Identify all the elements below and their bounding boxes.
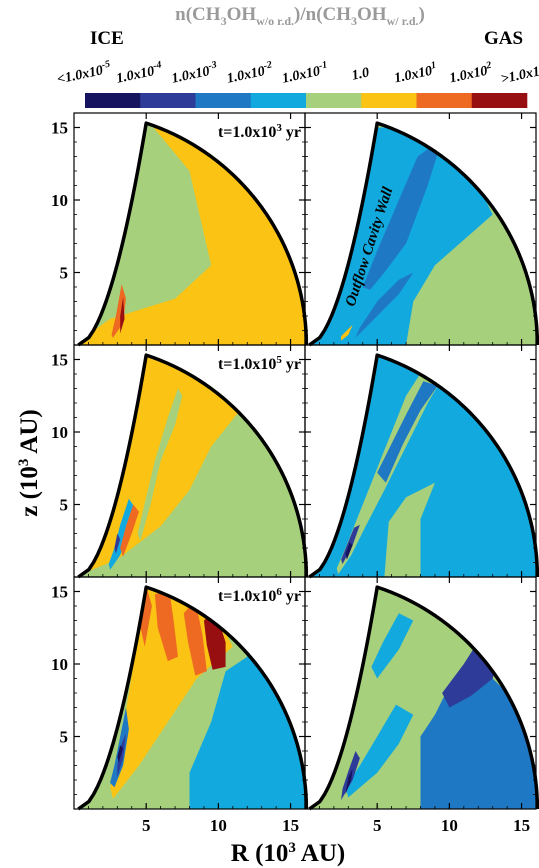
time-label: t=1.0x106 yr [218, 586, 301, 605]
heatmap-region [110, 707, 129, 788]
heatmap-regions [78, 587, 305, 809]
panel-1-0: 5 10 15 t=1.0x105 yr [51, 344, 309, 579]
heatmap-region [108, 498, 135, 570]
x-tick-label: 5 [142, 816, 151, 835]
colorbar-tick-labels: <1.0x10-5 1.0x10-4 1.0x10-3 1.0x10-2 1.0x10-… [55, 59, 539, 88]
colorbar-segment [471, 93, 528, 108]
heatmap-region [345, 768, 353, 795]
cavity-boundary [308, 121, 539, 347]
heatmap-region [371, 613, 414, 679]
heatmap-region [117, 745, 124, 763]
cavity-boundary [308, 353, 539, 579]
colorbar-tick-label: 1.0x101 [392, 60, 438, 87]
heatmap-regions [78, 355, 305, 577]
heatmap-region [137, 388, 183, 541]
colorbar-segment [361, 93, 417, 108]
cavity-boundary [77, 121, 309, 347]
panel-0-0: 5 10 15 t=1.0x103 yr [51, 112, 309, 347]
x-tick-label: 10 [210, 816, 227, 835]
y-tick-label: 10 [51, 423, 68, 442]
heatmap-region [138, 587, 152, 647]
heatmap-regions [309, 587, 536, 809]
colorbar-segment [306, 93, 362, 108]
colorbar-tick-label: 1.0x102 [448, 60, 494, 87]
time-label: t=1.0x105 yr [218, 354, 301, 373]
heatmap-region [117, 733, 126, 778]
colorbar-segment [195, 93, 252, 108]
heatmap-region [114, 533, 121, 554]
colorbar-tick-label: 1.0x10-4 [114, 59, 164, 86]
colorbar-tick-label: 1.0x10-3 [170, 59, 220, 86]
y-tick-label: 5 [60, 728, 69, 747]
heatmap-region [345, 542, 353, 560]
time-label: t=1.0x103 yr [218, 122, 301, 141]
x-tick-label: 15 [513, 816, 530, 835]
heatmap-region [377, 381, 438, 483]
heatmap-region [362, 139, 443, 290]
colorbar-tick-label: <1.0x10-5 [55, 59, 112, 88]
x-tick-label: 10 [441, 816, 458, 835]
heatmap-region [449, 616, 456, 624]
gas-label: GAS [484, 28, 523, 49]
colorbar-segment [140, 93, 196, 108]
heatmap-regions [78, 123, 305, 345]
colorbar-tick-label: >1.0x103 [499, 59, 539, 87]
y-tick-label: 15 [51, 119, 68, 138]
heatmap-region [183, 600, 207, 676]
heatmap-region [355, 272, 414, 338]
heatmap-region [341, 324, 353, 341]
colorbar-tick-label: 1.0 [350, 65, 370, 83]
x-axis-label: R (103 AU) [231, 840, 345, 867]
colorbar-tick-label: 1.0x10-2 [225, 59, 275, 86]
heatmap-region [111, 284, 126, 338]
y-axis-label: z (103 AU) [16, 409, 43, 516]
cavity-boundary [308, 585, 539, 811]
cavity-boundary [77, 585, 309, 811]
panel-0-1: Outflow Cavity Wall [304, 112, 539, 347]
y-tick-label: 5 [60, 264, 69, 283]
y-tick-label: 10 [51, 191, 68, 210]
x-tick-label: 15 [282, 816, 299, 835]
y-tick-label: 5 [60, 496, 69, 515]
heatmap-region [120, 297, 125, 334]
y-tick-label: 15 [51, 351, 68, 370]
heatmap-region [154, 590, 178, 662]
colorbar-tick-label: 1.0x10-1 [280, 59, 330, 86]
colorbar-segment [416, 93, 473, 108]
y-tick-label: 10 [51, 655, 68, 674]
colorbar [85, 93, 528, 108]
panel-2-0: 5 10 15 5 10 15 t=1.0x106 yr [51, 576, 309, 835]
ice-label: ICE [90, 28, 124, 49]
ratio-title: n(CH3OHw/o r.d.)/n(CH3OHw/ r.d.) [175, 4, 425, 28]
heatmap-regions [309, 123, 536, 345]
heatmap-regions [309, 355, 536, 577]
panel-2-1: 5 10 15 [304, 576, 539, 835]
x-tick-label: 5 [373, 816, 382, 835]
heatmap-region [384, 482, 435, 577]
heatmap-region [120, 504, 139, 557]
colorbar-segment [85, 93, 141, 108]
y-tick-label: 15 [51, 583, 68, 602]
panel-1-1 [304, 344, 539, 579]
colorbar-segment [250, 93, 307, 108]
cavity-boundary [77, 353, 309, 579]
heatmap-region [345, 704, 414, 798]
